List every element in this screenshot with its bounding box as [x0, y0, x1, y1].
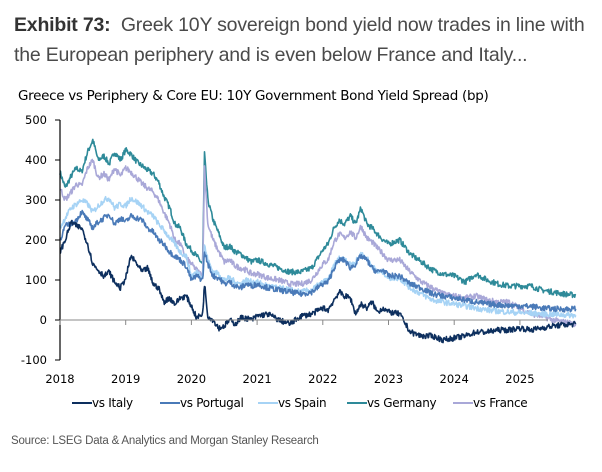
legend-item-vs-italy: vs Italy — [72, 396, 133, 410]
chart-legend: vs Italy vs Portugal vs Spain vs Germany vs … — [0, 396, 602, 416]
series-line-vs-spain — [59, 195, 577, 319]
source-note: Source: LSEG Data & Analytics and Morgan… — [11, 435, 319, 447]
legend-item-vs-france: vs France — [453, 396, 528, 410]
legend-swatch — [347, 402, 367, 404]
legend-swatch — [258, 402, 278, 404]
series-line-vs-portugal — [59, 209, 577, 313]
x-tick-label: 2022 — [308, 372, 337, 386]
y-tick-label: -100 — [21, 353, 47, 367]
legend-item-vs-portugal: vs Portugal — [160, 396, 244, 410]
x-tick-label: 2020 — [177, 372, 206, 386]
legend-label: vs Portugal — [180, 396, 244, 410]
y-tick-label: 300 — [25, 193, 47, 207]
legend-swatch — [72, 402, 92, 404]
series-layer — [59, 138, 577, 344]
axes-layer: -100 0 100 200 300 400 500 2018 2019 2020 2021 2022… — [21, 113, 548, 386]
y-tick-label: 200 — [25, 233, 47, 247]
chart-title: Greece vs Periphery & Core EU: 10Y Gover… — [18, 88, 489, 104]
x-tick-label: 2023 — [374, 372, 403, 386]
y-tick-label: 400 — [25, 153, 47, 167]
x-tick-label: 2025 — [505, 372, 534, 386]
y-tick-label: 500 — [25, 113, 47, 127]
legend-item-vs-spain: vs Spain — [258, 396, 327, 410]
exhibit-label: Exhibit 73: — [14, 14, 111, 36]
legend-label: vs Germany — [367, 396, 437, 410]
x-tick-label: 2021 — [242, 372, 271, 386]
y-tick-label: 0 — [40, 313, 47, 327]
legend-swatch — [453, 402, 473, 404]
y-tick-label: 100 — [25, 273, 47, 287]
series-line-vs-italy — [59, 219, 577, 344]
legend-label: vs Italy — [92, 396, 133, 410]
legend-item-vs-germany: vs Germany — [347, 396, 437, 410]
legend-swatch — [160, 402, 180, 404]
x-tick-label: 2018 — [45, 372, 74, 386]
series-line-vs-germany — [59, 138, 577, 299]
exhibit-title-text: Greek 10Y sovereign bond yield now trade… — [14, 14, 585, 66]
x-tick-label: 2019 — [111, 372, 140, 386]
legend-label: vs Spain — [278, 396, 327, 410]
exhibit-title: Exhibit 73: Greek 10Y sovereign bond yie… — [14, 10, 599, 70]
legend-label: vs France — [473, 396, 528, 410]
x-tick-label: 2024 — [440, 372, 469, 386]
series-line-vs-france — [59, 158, 577, 328]
